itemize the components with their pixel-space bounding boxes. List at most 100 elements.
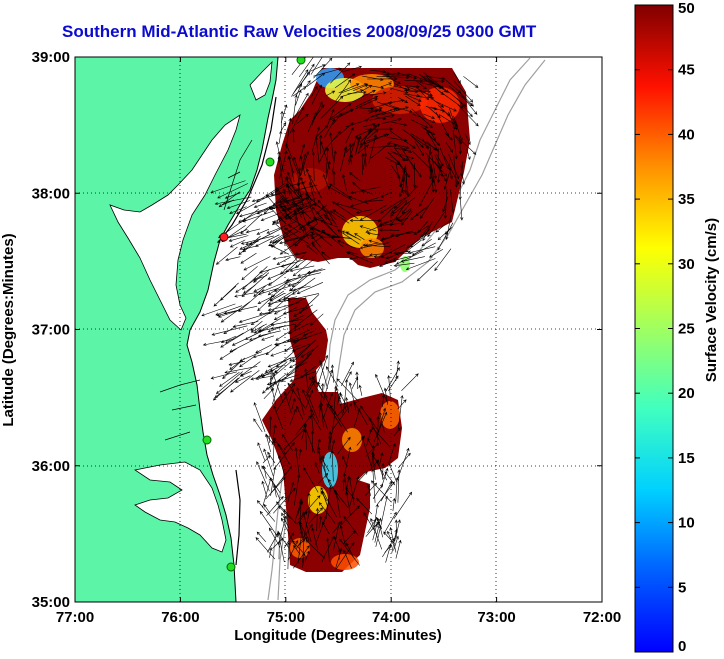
velocity-arrow [327, 435, 332, 450]
velocity-arrow [320, 490, 328, 502]
velocity-arrow [344, 446, 352, 473]
velocity-arrow [355, 98, 378, 110]
velocity-arrow [345, 127, 354, 144]
velocity-arrow [292, 339, 317, 363]
velocity-arrow [319, 140, 331, 170]
velocity-arrow [422, 221, 433, 242]
velocity-arrow [405, 95, 421, 106]
velocity-arrow [308, 376, 325, 401]
velocity-arrow [443, 155, 460, 185]
velocity-arrow [350, 186, 381, 195]
velocity-arrow [435, 219, 451, 233]
velocity-arrow [395, 250, 424, 265]
velocity-arrow [355, 95, 379, 107]
velocity-arrow [393, 196, 408, 209]
velocity-arrow [332, 170, 336, 186]
velocity-arrow [316, 204, 328, 215]
velocity-arrow [320, 487, 337, 518]
velocity-arrow [422, 127, 436, 135]
velocity-arrow [384, 156, 400, 165]
velocity-arrow [343, 146, 348, 158]
velocity-arrow [373, 411, 388, 443]
velocity-arrow [310, 430, 315, 453]
velocity-arrow [303, 467, 319, 493]
velocity-arrow [310, 231, 322, 237]
barrier-islands [221, 96, 277, 566]
velocity-arrow [305, 196, 318, 224]
velocity-arrow [355, 209, 373, 214]
velocity-arrow [397, 218, 408, 222]
velocity-arrow [282, 195, 312, 212]
velocity-arrow [389, 87, 409, 94]
velocity-arrow [259, 262, 294, 274]
velocity-arrow [228, 360, 246, 366]
velocity-arrow [346, 475, 351, 491]
velocity-arrow [363, 122, 376, 128]
velocity-arrow [306, 380, 316, 396]
velocity-arrow [390, 232, 416, 237]
velocity-arrow [311, 527, 319, 551]
velocity-arrow [415, 204, 431, 217]
velocity-arrow [294, 251, 307, 256]
velocity-arrow [354, 135, 362, 156]
velocity-arrow [438, 90, 464, 109]
velocity-arrow [311, 84, 322, 105]
velocity-arrow [333, 385, 338, 412]
velocity-arrow [346, 251, 373, 264]
velocity-arrow [269, 223, 302, 244]
velocity-arrow [359, 107, 375, 111]
velocity-arrow [294, 92, 309, 118]
velocity-arrow [434, 154, 442, 169]
velocity-arrow [287, 322, 311, 335]
velocity-arrow [407, 90, 432, 94]
velocity-arrow [370, 108, 382, 113]
velocity-arrow [454, 134, 477, 155]
velocity-arrow [404, 239, 422, 253]
velocity-arrow [225, 256, 241, 262]
velocity-arrow [302, 330, 315, 337]
velocity-arrow [348, 143, 352, 165]
velocity-arrow [294, 184, 318, 192]
velocity-arrow [268, 295, 291, 315]
velocity-arrow [272, 197, 290, 206]
velocity-arrow [272, 252, 306, 261]
velocity-arrow [291, 198, 306, 204]
velocity-arrow [378, 228, 400, 232]
velocity-arrow [362, 243, 391, 248]
velocity-arrow [317, 199, 337, 221]
velocity-arrow [311, 104, 325, 122]
velocity-arrow [279, 150, 288, 179]
velocity-arrow [294, 231, 312, 247]
velocity-arrow [238, 289, 265, 313]
velocity-arrow [239, 351, 263, 362]
velocity-arrow [423, 113, 436, 119]
velocity-arrow [428, 144, 433, 156]
y-tick-label: 38:00 [32, 185, 70, 202]
velocity-arrow [353, 400, 368, 426]
velocity-arrow [392, 497, 396, 512]
velocity-arrow [285, 181, 306, 188]
colorbar-tick-label: 45 [678, 62, 695, 79]
velocity-arrow [229, 206, 247, 214]
velocity-arrow [358, 384, 363, 396]
velocity-arrow [236, 196, 269, 214]
velocity-arrow [391, 151, 409, 161]
velocity-arrow [453, 80, 474, 103]
velocity-arrow [220, 328, 252, 348]
velocity-arrow [307, 492, 311, 506]
velocity-arrow [345, 491, 351, 516]
velocity-arrow [280, 104, 288, 123]
velocity-arrow [269, 368, 273, 390]
velocity-arrow [275, 324, 301, 341]
velocity-arrow [341, 361, 354, 387]
velocity-arrow [378, 411, 385, 433]
velocity-arrow [413, 162, 417, 189]
velocity-arrow [288, 388, 295, 405]
velocity-arrow [238, 312, 270, 323]
velocity-arrow [276, 256, 291, 265]
velocity-arrow [401, 164, 407, 183]
colorbar-tick-label: 20 [678, 385, 695, 402]
velocity-arrow [393, 262, 415, 268]
velocity-arrow [322, 521, 330, 535]
velocity-arrow [418, 178, 435, 207]
